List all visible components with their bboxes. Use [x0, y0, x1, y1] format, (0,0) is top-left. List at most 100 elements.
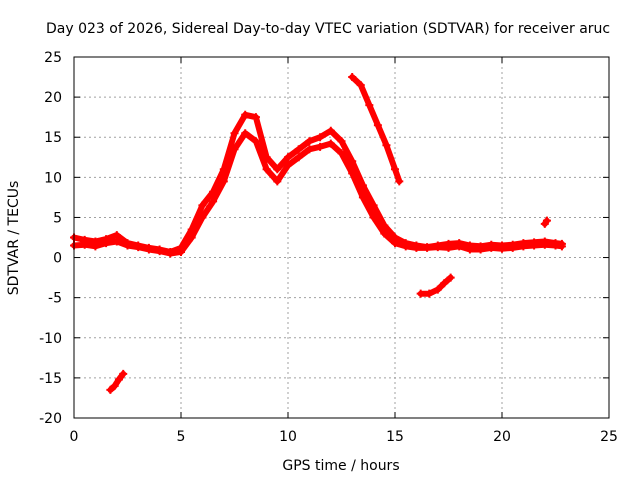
- data-point: [455, 242, 464, 251]
- data-point: [219, 177, 228, 186]
- data-point: [241, 110, 250, 119]
- data-point: [112, 237, 121, 246]
- x-tick-label: 25: [600, 429, 618, 445]
- series-main-track-upper: [71, 111, 565, 255]
- data-point: [294, 153, 303, 162]
- y-tick-label: 25: [44, 50, 62, 66]
- data-point: [273, 165, 282, 174]
- x-tick-label: 15: [386, 429, 404, 445]
- data-point: [134, 243, 143, 252]
- y-tick-label: -5: [48, 291, 62, 307]
- data-point: [557, 242, 566, 251]
- data-point: [177, 247, 185, 256]
- data-point: [348, 157, 357, 166]
- data-point: [198, 201, 207, 210]
- data-point: [401, 242, 410, 251]
- grid: [74, 57, 609, 418]
- data-point: [382, 141, 391, 150]
- x-tick-label: 20: [493, 429, 511, 445]
- chart-title: Day 023 of 2026, Sidereal Day-to-day VTE…: [46, 21, 610, 37]
- data-point: [519, 242, 528, 251]
- y-tick-label: -20: [39, 411, 62, 427]
- data-point: [284, 161, 292, 170]
- y-axis-label: SDTVAR / TECUs: [6, 181, 22, 296]
- y-tick-label: 15: [44, 130, 62, 146]
- data-point: [326, 126, 335, 135]
- data-point: [110, 381, 119, 390]
- data-point: [114, 375, 123, 384]
- data-point: [102, 239, 111, 248]
- y-tick-label: 0: [53, 251, 62, 267]
- data-point: [284, 153, 292, 162]
- data-point: [369, 213, 378, 222]
- data-series: [70, 73, 566, 394]
- data-point: [316, 133, 325, 142]
- data-point: [80, 240, 89, 249]
- data-point: [144, 245, 153, 254]
- data-point: [273, 177, 282, 186]
- data-point: [166, 249, 175, 258]
- data-point: [391, 239, 399, 248]
- data-point: [187, 233, 196, 242]
- data-point: [540, 240, 549, 249]
- data-point: [433, 285, 442, 294]
- y-tick-label: -10: [39, 331, 62, 347]
- data-point: [305, 145, 314, 154]
- data-point: [123, 241, 132, 250]
- data-point: [305, 137, 314, 146]
- data-point: [119, 369, 128, 378]
- data-point: [440, 279, 449, 288]
- data-point: [412, 243, 421, 252]
- data-point: [91, 242, 100, 251]
- data-point: [446, 273, 455, 282]
- data-point: [326, 139, 335, 148]
- data-point: [380, 229, 389, 238]
- data-point: [498, 244, 506, 253]
- data-point: [373, 121, 382, 130]
- y-tick-label: -15: [39, 371, 62, 387]
- x-axis-label: GPS time / hours: [282, 458, 399, 474]
- data-point: [294, 145, 303, 154]
- x-tick-label: 5: [177, 429, 186, 445]
- data-point: [416, 289, 425, 298]
- data-point: [433, 243, 442, 252]
- y-tick-label: 20: [44, 90, 62, 106]
- data-point: [465, 245, 474, 254]
- data-point: [251, 137, 260, 146]
- series-main-track-lower: [71, 130, 565, 257]
- data-point: [369, 201, 378, 210]
- data-point: [230, 145, 239, 154]
- data-point: [487, 243, 496, 252]
- series-track-low: [107, 370, 127, 393]
- plot-frame: [73, 56, 610, 419]
- data-point: [423, 243, 432, 252]
- data-point: [476, 245, 485, 254]
- data-point: [198, 213, 207, 222]
- data-point: [106, 385, 115, 394]
- data-point: [391, 165, 399, 174]
- data-point: [230, 129, 239, 138]
- data-point: [241, 129, 250, 138]
- data-point: [337, 149, 346, 158]
- data-point: [316, 142, 325, 151]
- x-tick-label: 10: [279, 429, 297, 445]
- data-point: [251, 113, 260, 122]
- data-point: [542, 216, 551, 225]
- data-point: [209, 197, 218, 206]
- data-point: [365, 101, 374, 110]
- data-point: [530, 241, 539, 250]
- data-point: [356, 81, 365, 90]
- data-point: [395, 177, 404, 186]
- data-point: [337, 137, 346, 146]
- data-point: [508, 243, 517, 252]
- series-track-descending: [349, 74, 403, 185]
- x-tick-label: 0: [70, 429, 79, 445]
- y-tick-label: 5: [53, 210, 62, 226]
- data-point: [358, 193, 367, 202]
- data-point: [444, 243, 453, 252]
- data-point: [425, 289, 434, 298]
- data-point: [348, 73, 357, 82]
- axis-ticks: [73, 56, 610, 419]
- data-point: [262, 165, 271, 174]
